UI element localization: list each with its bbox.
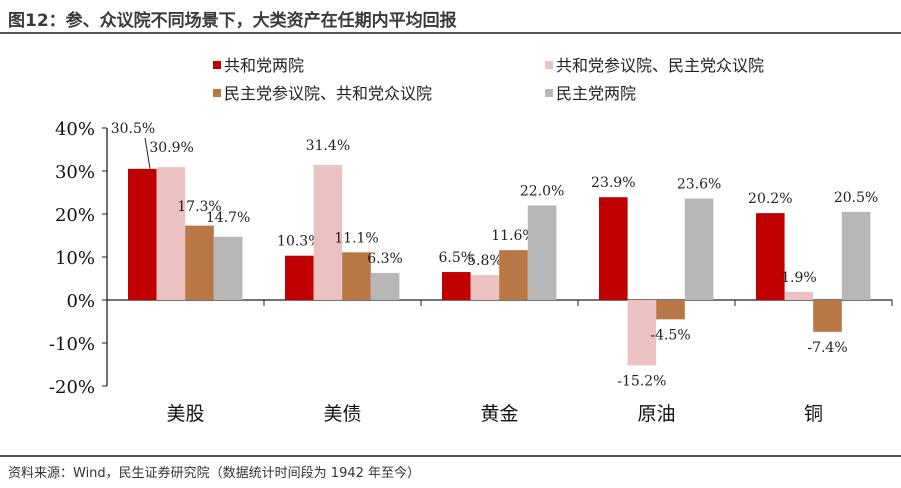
x-tick-label: 原油 <box>637 403 675 425</box>
data-label: 20.5% <box>834 190 878 206</box>
x-tick-label: 美股 <box>166 403 204 425</box>
bar <box>128 168 157 300</box>
bar <box>527 205 557 300</box>
data-label: 6.3% <box>367 251 403 267</box>
y-tick-label: -10% <box>49 334 95 355</box>
bar <box>656 300 685 320</box>
data-label: 6.5% <box>439 250 475 266</box>
data-label: 23.6% <box>677 177 721 193</box>
bar <box>841 211 871 300</box>
bar <box>599 197 628 300</box>
legend-label: 民主党参议院、共和党众议院 <box>224 84 432 103</box>
bar <box>342 252 371 300</box>
x-tick-label: 美债 <box>323 403 361 425</box>
data-label: 20.2% <box>748 191 792 207</box>
bar <box>470 275 500 300</box>
source-note: 资料来源：Wind，民生证券研究院（数据统计时间段为 1942 年至今） <box>8 466 421 481</box>
y-tick-label: 40% <box>55 119 95 140</box>
bar <box>313 164 343 300</box>
label-leader <box>144 137 151 169</box>
data-label: 5.8% <box>467 253 503 269</box>
x-tick-label: 铜 <box>804 403 823 425</box>
data-label: 14.7% <box>206 210 250 226</box>
bar <box>185 225 214 300</box>
bar <box>442 272 471 300</box>
y-tick-label: 30% <box>55 162 95 183</box>
y-tick-label: 20% <box>55 205 95 226</box>
data-label: 23.9% <box>591 175 635 191</box>
legend-label: 共和党参议院、民主党众议院 <box>556 56 764 75</box>
legend-swatch <box>545 89 553 97</box>
data-label: 11.6% <box>491 228 535 244</box>
data-label: 22.0% <box>520 183 564 199</box>
bar <box>499 250 528 300</box>
bar <box>156 167 186 300</box>
bar <box>213 236 243 300</box>
bar <box>756 213 785 300</box>
chart-title: 图12：参、众议院不同场景下，大类资产在任期内平均回报 <box>8 11 457 31</box>
data-label: 10.3% <box>277 234 321 250</box>
data-label: 30.5% <box>111 121 155 137</box>
legend-swatch <box>213 61 221 69</box>
bar <box>684 198 714 300</box>
bar <box>784 291 814 300</box>
y-tick-label: 0% <box>66 291 95 312</box>
data-label: 31.4% <box>306 138 350 154</box>
data-label: 11.1% <box>334 230 378 246</box>
bar <box>285 255 314 300</box>
bar <box>627 300 657 366</box>
data-label: -4.5% <box>650 327 690 343</box>
bar <box>813 300 842 332</box>
data-label: 30.9% <box>149 140 193 156</box>
x-tick-label: 黄金 <box>480 403 518 425</box>
y-tick-label: 10% <box>55 248 95 269</box>
y-tick-label: -20% <box>49 377 95 398</box>
source-divider <box>0 455 901 457</box>
legend-swatch <box>213 89 221 97</box>
title-divider <box>0 32 901 34</box>
legend-label: 共和党两院 <box>224 56 304 75</box>
data-label: -7.4% <box>807 340 847 356</box>
data-label: 17.3% <box>177 199 221 215</box>
data-label: -15.2% <box>617 373 666 389</box>
legend-label: 民主党两院 <box>556 84 636 103</box>
legend-swatch <box>545 61 553 69</box>
data-label: 1.9% <box>781 270 817 286</box>
bar <box>370 272 400 300</box>
